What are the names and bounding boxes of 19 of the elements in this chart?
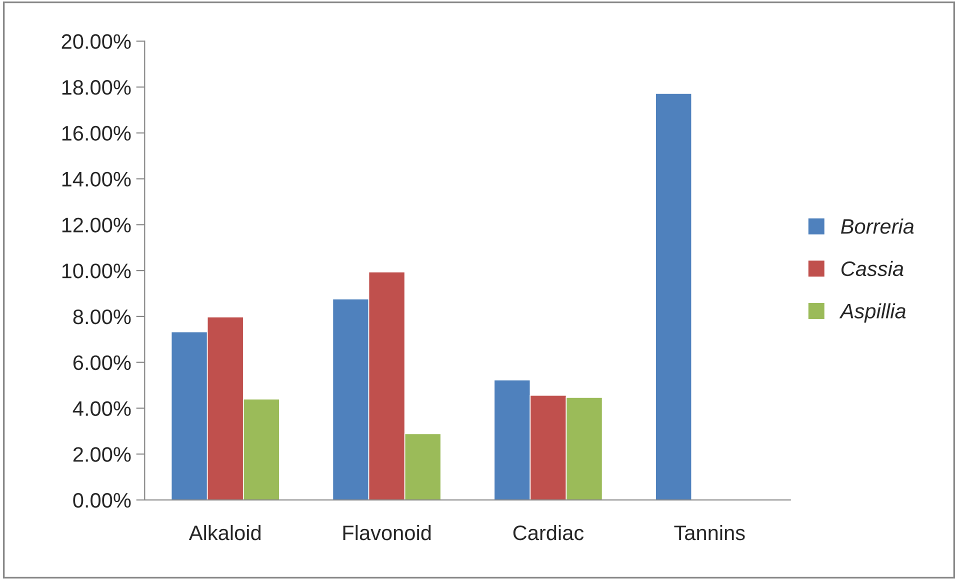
- y-tick-label: 0.00%: [73, 492, 131, 508]
- y-tick-label: 18.00%: [62, 80, 131, 95]
- y-tick-label: 12.00%: [62, 218, 131, 232]
- legend-label: Aspillia: [839, 303, 906, 323]
- x-tick-label: Alkaloid: [188, 524, 261, 540]
- y-tick-label: 20.00%: [62, 34, 131, 49]
- y-tick-label: 2.00%: [73, 447, 131, 462]
- legend-label: Borreria: [840, 218, 914, 234]
- x-tick-label: Flavonoid: [343, 524, 431, 540]
- x-tick-label: Cardiac: [513, 524, 584, 540]
- y-tick-label: 16.00%: [62, 126, 131, 141]
- legend-label: Cassia: [842, 260, 904, 276]
- y-tick-label: 8.00%: [73, 309, 131, 324]
- y-tick-label: 4.00%: [72, 401, 131, 416]
- y-tick-label: 14.00%: [62, 172, 131, 187]
- y-tick-label: 6.00%: [73, 355, 131, 370]
- bar: [655, 93, 692, 500]
- x-tick-label: Tannins: [674, 524, 745, 540]
- y-tick-label: 10.00%: [62, 264, 131, 278]
